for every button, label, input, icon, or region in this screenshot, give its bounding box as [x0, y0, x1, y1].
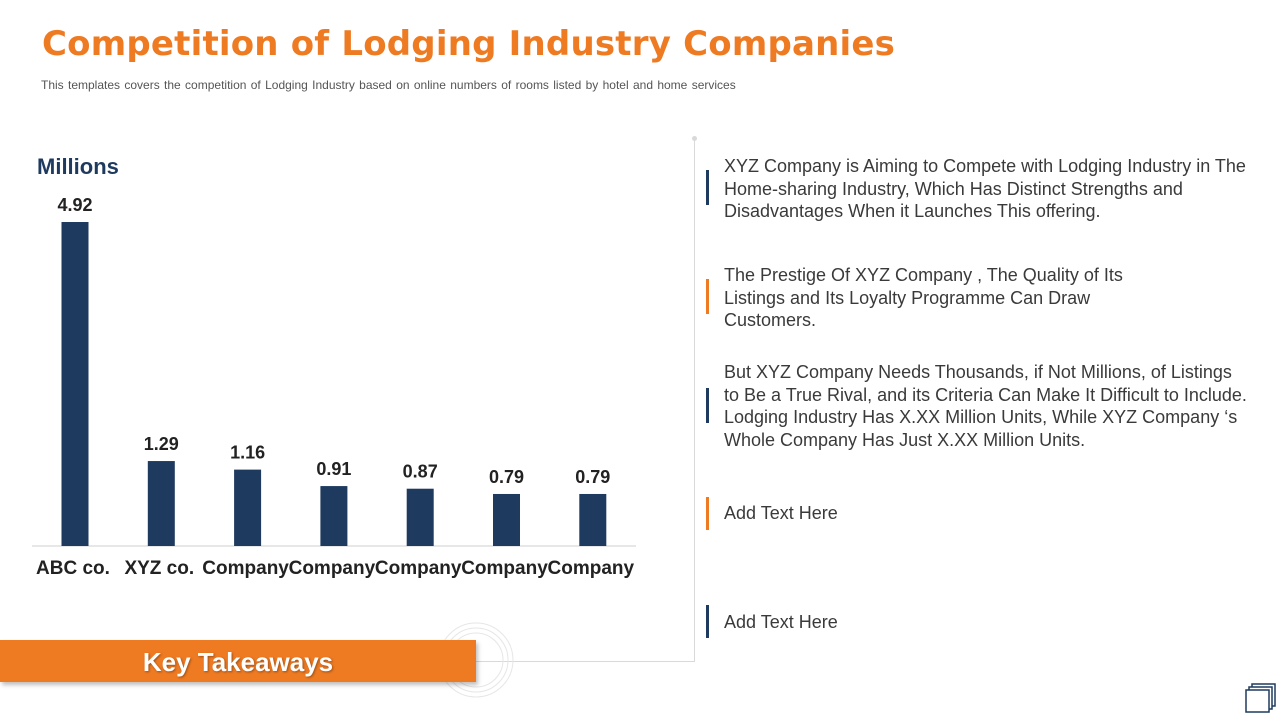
bar-value-label: 0.79: [575, 467, 610, 487]
takeaway-text: Add Text Here: [724, 503, 838, 523]
page-subtitle: This templates covers the competition of…: [41, 78, 736, 92]
window-stack-icon: [1245, 683, 1276, 713]
takeaway-text: The Prestige Of XYZ Company , The Qualit…: [724, 265, 1123, 330]
takeaway-accent: [706, 497, 709, 530]
takeaway-5: Add Text Here: [706, 605, 1251, 641]
bar-value-label: 0.79: [489, 467, 524, 487]
category-label: XYZ co.: [124, 558, 194, 579]
takeaway-4: Add Text Here: [706, 497, 1251, 533]
takeaway-accent: [706, 170, 709, 205]
frame-vertical-line: [694, 139, 695, 661]
takeaway-accent: [706, 279, 709, 314]
bar: [147, 461, 175, 546]
category-label: ABC co.: [36, 558, 110, 579]
bar-value-label: 0.91: [316, 459, 351, 479]
category-label: Company: [202, 558, 289, 579]
category-label: Company: [548, 558, 635, 579]
bars-group: 4.92 ABC co. 1.29 XYZ co. 1.16 Company 0.91 Com…: [36, 195, 634, 579]
page-title: Competition of Lodging Industry Companie…: [42, 24, 896, 64]
frame-horizontal-line: [440, 661, 695, 662]
key-takeaways-label: Key Takeaways: [142, 647, 334, 677]
chart-unit-label: Millions: [37, 154, 119, 179]
bar-value-label: 4.92: [57, 195, 92, 215]
takeaway-text: But XYZ Company Needs Thousands, if Not …: [724, 362, 1247, 450]
key-takeaways-banner: Key Takeaways: [0, 640, 476, 682]
bar: [234, 469, 262, 546]
frame-dot: [692, 136, 697, 141]
takeaway-text: Add Text Here: [724, 612, 838, 632]
bar-chart: Millions 4.92 ABC co. 1.29 XYZ co. 1.16 Compa…: [32, 154, 636, 579]
takeaway-2: The Prestige Of XYZ Company , The Qualit…: [706, 264, 1251, 334]
bar-value-label: 0.87: [403, 462, 438, 482]
category-label: Company: [289, 558, 376, 579]
category-label: Company: [375, 558, 462, 579]
bar: [61, 222, 89, 546]
takeaway-1: XYZ Company is Aiming to Compete with Lo…: [706, 155, 1251, 225]
takeaway-3: But XYZ Company Needs Thousands, if Not …: [706, 361, 1251, 453]
category-label: Company: [461, 558, 548, 579]
bar: [406, 488, 434, 546]
bar: [320, 486, 348, 546]
bar: [493, 493, 520, 546]
takeaway-text: XYZ Company is Aiming to Compete with Lo…: [724, 156, 1246, 221]
takeaway-accent: [706, 388, 709, 423]
bar-value-label: 1.16: [230, 443, 265, 463]
bar-value-label: 1.29: [144, 434, 179, 454]
bar: [579, 493, 607, 546]
takeaway-accent: [706, 605, 709, 638]
